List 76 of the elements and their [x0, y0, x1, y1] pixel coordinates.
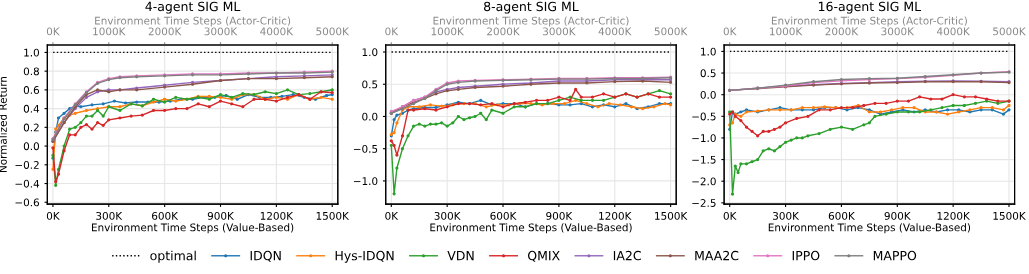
- y-tick-label: 0.5: [362, 80, 378, 89]
- x-tick-label: 600K: [490, 211, 517, 220]
- legend-label: Hys-IDQN: [335, 250, 394, 263]
- x-tick-label: 1500K: [655, 211, 688, 220]
- x-axis-title: Environment Time Steps (Value-Based): [768, 223, 971, 234]
- legend-label: MAA2C: [695, 250, 739, 261]
- x2-tick-label: 3000K: [204, 27, 238, 36]
- x2-tick-label: 4000K: [598, 27, 632, 36]
- y-tick-label: 0.5: [700, 69, 716, 78]
- x-tick-label: 1200K: [599, 211, 632, 220]
- x2-tick-label: 0K: [46, 27, 60, 36]
- x2-tick-label: 4000K: [936, 27, 971, 36]
- x2-tick-label: 2000K: [148, 27, 182, 36]
- y-tick-label: −1.0: [692, 134, 716, 143]
- x-tick-label: 1200K: [260, 211, 294, 220]
- y-tick-label: 0.0: [362, 112, 378, 121]
- legend-label: VDN: [447, 251, 474, 261]
- y-tick-label: −1.5: [692, 155, 716, 164]
- x-tick-label: 300K: [96, 211, 123, 220]
- x2-tick-label: 4000K: [260, 27, 294, 36]
- legend-label: IPPO: [792, 250, 820, 261]
- x2-tick-label: 5000K: [993, 27, 1026, 36]
- x2-tick-label: 0K: [385, 27, 399, 36]
- x-tick-label: 900K: [884, 211, 911, 220]
- y-tick-label: 0.8: [23, 67, 39, 76]
- chart-title: 8-agent SIG ML: [484, 1, 579, 14]
- x-tick-label: 600K: [828, 211, 855, 220]
- y-tick-label: −0.5: [692, 112, 716, 121]
- legend-label: QMIX: [527, 250, 560, 262]
- x-tick-label: 0K: [46, 211, 60, 220]
- x-tick-label: 1500K: [993, 211, 1026, 220]
- y-tick-label: −1.0: [353, 177, 378, 186]
- x2-axis-title: Environment Time Steps (Actor-Critic): [433, 16, 629, 27]
- y-tick-label: 0.0: [700, 90, 716, 99]
- legend-label: IA2C: [613, 250, 641, 261]
- x2-tick-label: 1000K: [93, 27, 126, 36]
- x-tick-label: 300K: [434, 211, 461, 220]
- x-tick-label: 0K: [385, 211, 399, 220]
- x2-tick-label: 1000K: [770, 27, 803, 36]
- x2-tick-label: 3000K: [881, 27, 915, 36]
- x2-axis-title: Environment Time Steps (Actor-Critic): [771, 16, 967, 27]
- legend-label: optimal: [150, 250, 196, 263]
- x-tick-label: 0K: [723, 211, 737, 220]
- y-tick-label: −0.2: [15, 161, 39, 169]
- legend-label: MAPPO: [873, 250, 917, 261]
- y-tick-label: −0.5: [353, 144, 378, 153]
- y-tick-label: 0.6: [23, 86, 40, 94]
- chart-title: 16-agent SIG ML: [818, 1, 922, 14]
- y-tick-label: −2.5: [692, 199, 716, 207]
- x2-tick-label: 2000K: [487, 27, 520, 36]
- x2-tick-label: 5000K: [654, 27, 688, 36]
- x-tick-label: 1200K: [937, 211, 971, 220]
- y-tick-label: 1.0: [701, 47, 716, 56]
- x-tick-label: 900K: [207, 211, 235, 220]
- x-tick-label: 1500K: [316, 211, 350, 220]
- x2-tick-label: 0K: [723, 27, 737, 36]
- y-tick-label: −0.4: [15, 179, 40, 188]
- legend-label: IDQN: [250, 250, 281, 262]
- x-tick-label: 900K: [546, 211, 573, 220]
- x2-axis-title: Environment Time Steps (Actor-Critic): [95, 16, 291, 27]
- x2-tick-label: 2000K: [825, 27, 859, 36]
- x2-tick-label: 3000K: [543, 27, 576, 36]
- x2-tick-label: 1000K: [431, 27, 465, 36]
- y-tick-label: −0.6: [15, 198, 40, 207]
- x-tick-label: 600K: [152, 211, 179, 220]
- x-axis-title: Environment Time Steps (Value-Based): [430, 223, 632, 234]
- x-tick-label: 300K: [773, 211, 800, 220]
- y-tick-label: 0.0: [23, 142, 39, 151]
- y-tick-label: 1.0: [362, 48, 378, 57]
- chart-title: 4-agent SIG ML: [145, 1, 241, 14]
- y-tick-label: −2.0: [692, 177, 716, 186]
- y-tick-label: 1.0: [24, 48, 39, 57]
- y-tick-label: 0.4: [23, 104, 40, 113]
- y-tick-label: 0.2: [23, 123, 39, 132]
- x-axis-title: Environment Time Steps (Value-Based): [92, 223, 294, 234]
- x2-tick-label: 5000K: [316, 27, 350, 36]
